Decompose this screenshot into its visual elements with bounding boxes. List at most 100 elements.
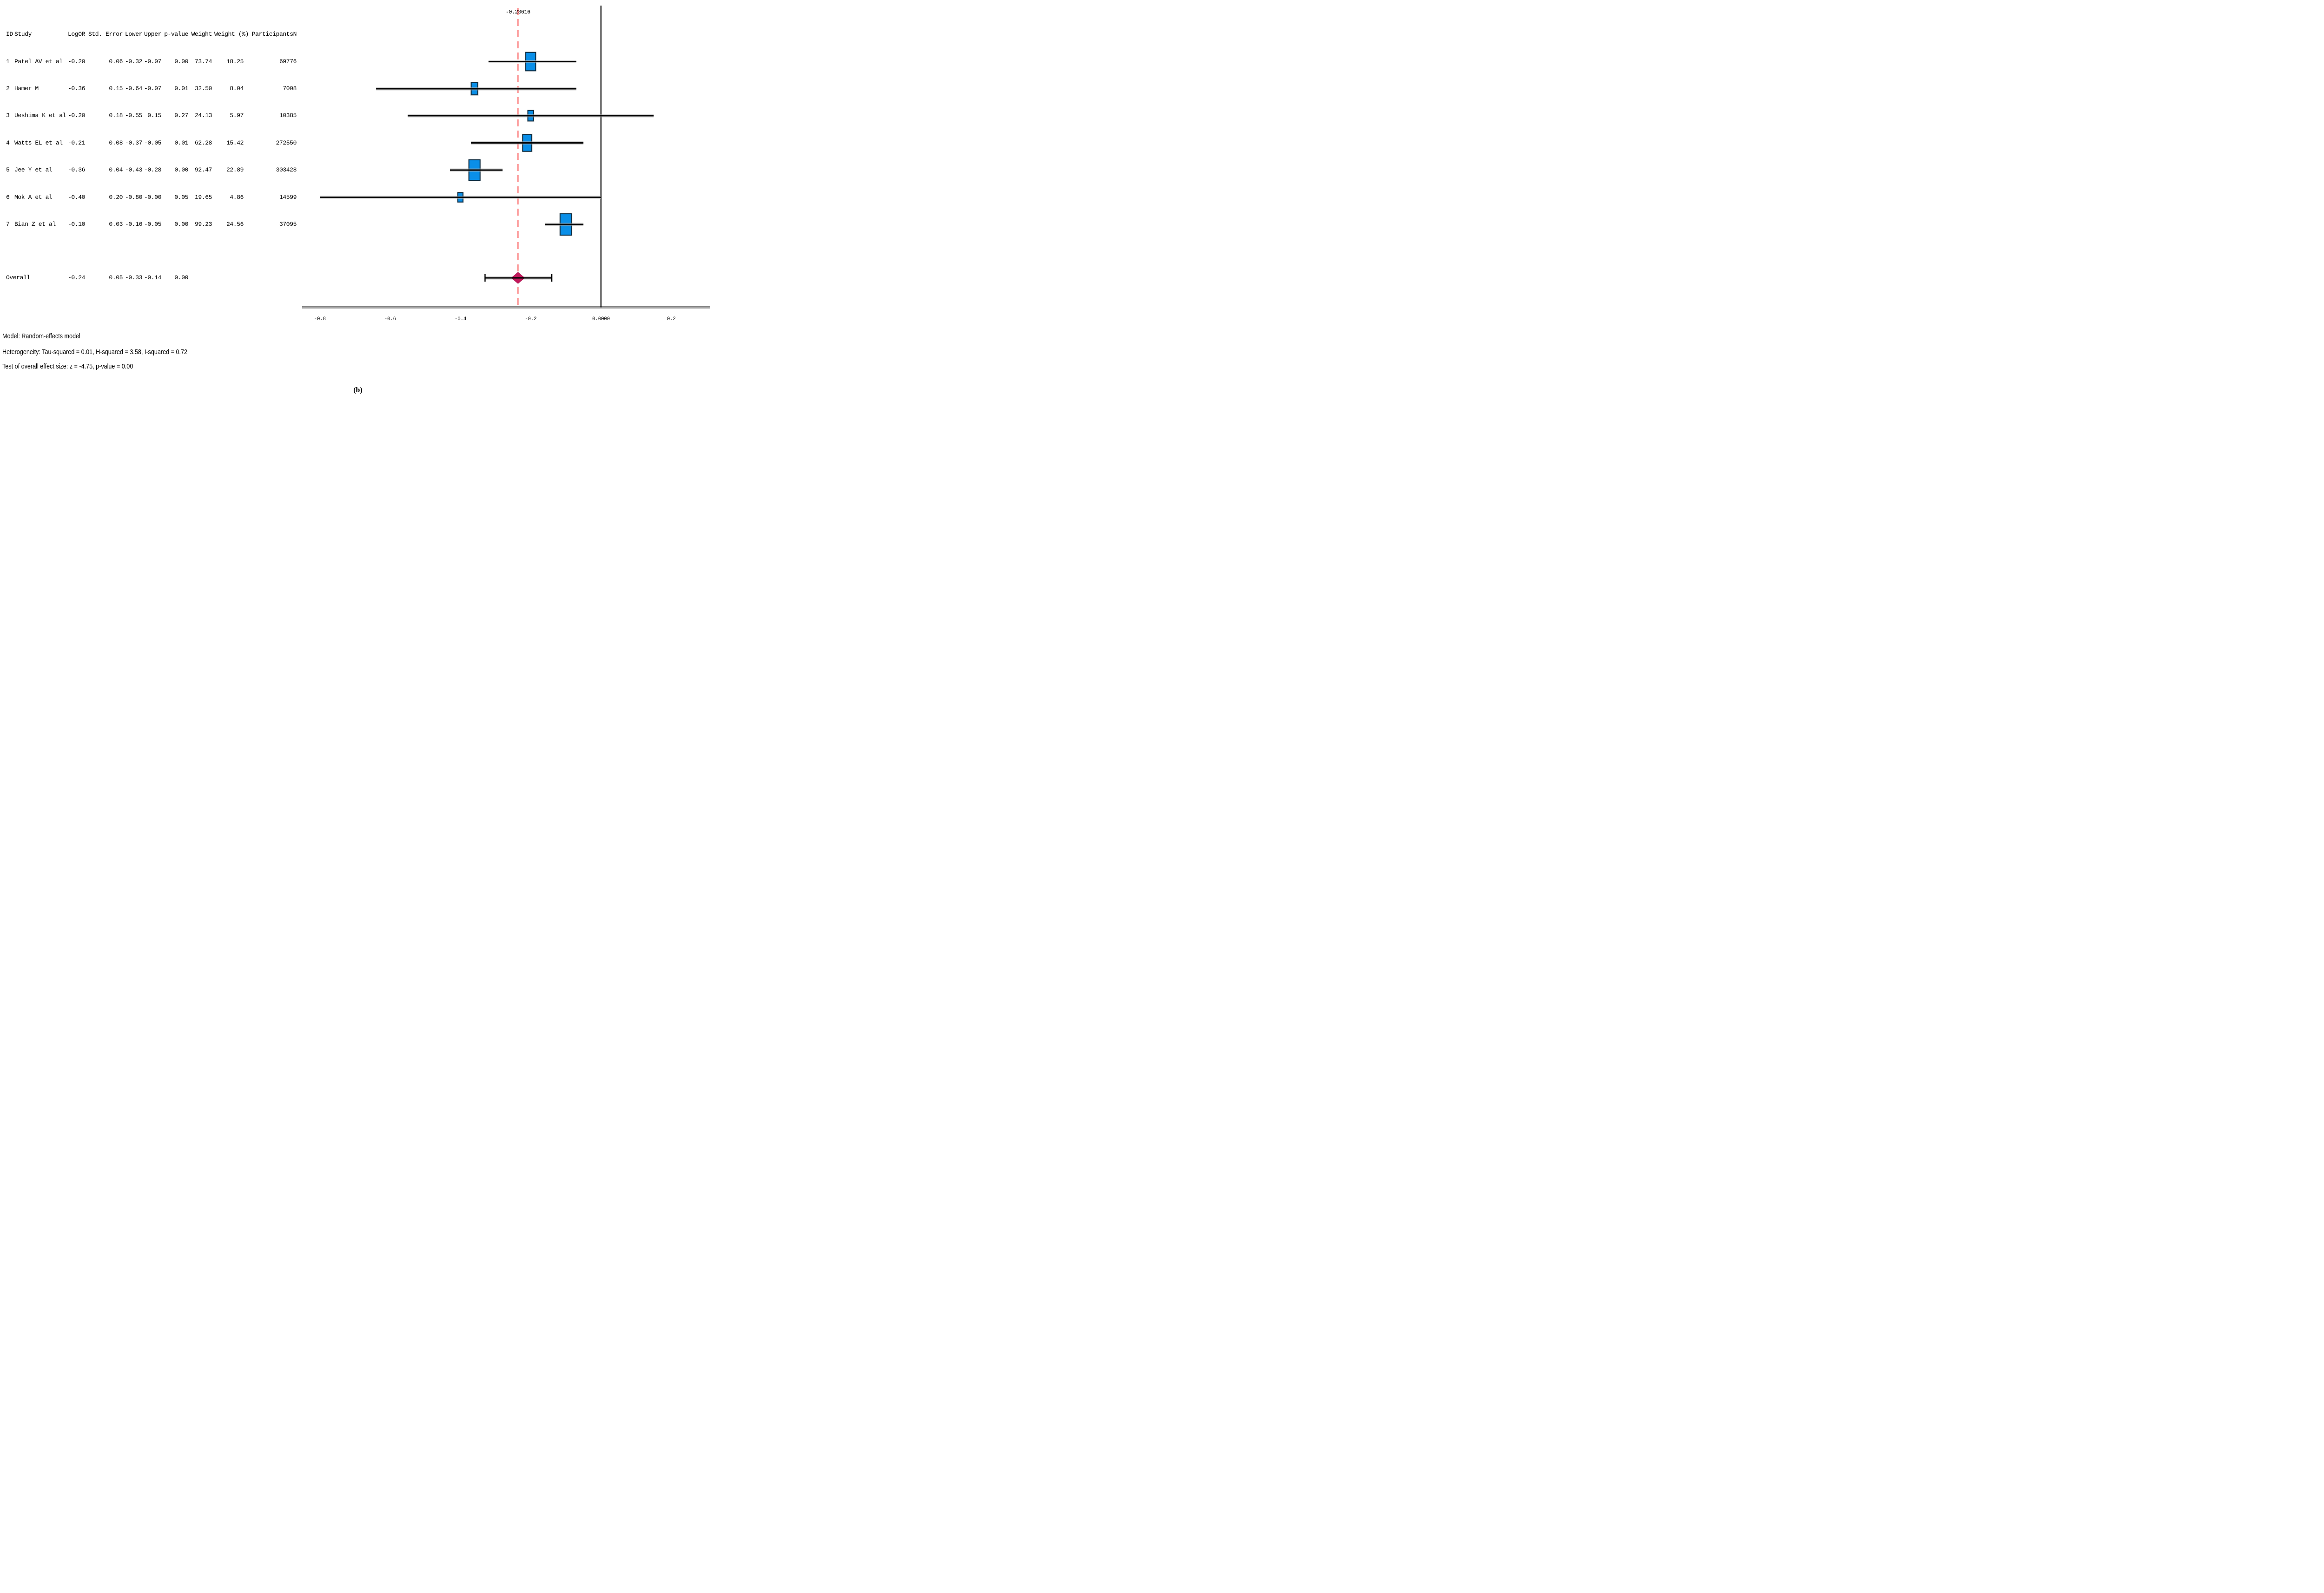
cell-upper-row2: -0.07 <box>144 85 161 92</box>
cell-weight_pct-row4: 15.42 <box>226 139 244 146</box>
cell-participants-row7: 37095 <box>279 221 297 228</box>
cell-weight-row4: 62.28 <box>194 139 212 146</box>
cell-id-row5: 5 <box>6 166 10 173</box>
cell-weight_pct-row7: 24.56 <box>226 221 244 228</box>
cell-id-row7: 7 <box>6 221 10 228</box>
cell-upper-row5: -0.28 <box>144 166 161 173</box>
cell-weight-row5: 92.47 <box>194 166 212 173</box>
cell-lower-overall: -0.33 <box>125 274 142 281</box>
cell-p_value-row7: 0.00 <box>174 221 188 228</box>
forest-plot-figure: -0.8 -0.6 -0.4 -0.2 0.0000 0.2 ID Study LogOR St… <box>0 0 720 398</box>
cell-p_value-row4: 0.01 <box>174 139 188 146</box>
cell-std_error-row3: 0.18 <box>109 112 123 119</box>
cell-lower-row1: -0.32 <box>125 58 142 65</box>
cell-study-row5: Jee Y et al <box>14 166 53 173</box>
cell-p_value-row3: 0.27 <box>174 112 188 119</box>
heterogeneity-annotation: Heterogeneity: Tau-squared = 0.01, H-squ… <box>2 348 187 356</box>
cell-upper-row7: -0.05 <box>144 221 161 228</box>
col-header-p_value: p-value <box>164 31 188 38</box>
cell-std_error-row5: 0.04 <box>109 166 123 173</box>
cell-weight-row3: 24.13 <box>194 112 212 119</box>
forest-plot-canvas: -0.8 -0.6 -0.4 -0.2 0.0000 0.2 <box>302 6 710 322</box>
cell-lower-row6: -0.80 <box>125 193 142 201</box>
cell-upper-row1: -0.07 <box>144 58 161 65</box>
cell-upper-overall: -0.14 <box>144 274 161 281</box>
subfigure-caption: (b) <box>353 386 363 394</box>
cell-id-row1: 1 <box>6 58 10 65</box>
cell-study-row2: Hamer M <box>14 85 39 92</box>
cell-logor-row2: -0.36 <box>68 85 86 92</box>
x-tick-label-0.0000: 0.0000 <box>592 316 610 322</box>
cell-weight_pct-row2: 8.04 <box>230 85 244 92</box>
x-tick-label--0.8: -0.8 <box>314 316 326 322</box>
col-header-weight: Weight <box>191 31 212 38</box>
cell-upper-row3: 0.15 <box>147 112 161 119</box>
cell-id-row6: 6 <box>6 193 10 201</box>
cell-weight-row7: 99.23 <box>194 221 212 228</box>
cell-p_value-overall: 0.00 <box>174 274 188 281</box>
cell-logor-row5: -0.36 <box>68 166 86 173</box>
cell-participants-row6: 14599 <box>279 193 297 201</box>
cell-logor-row7: -0.10 <box>68 221 86 228</box>
cell-std_error-row6: 0.20 <box>109 193 123 201</box>
cell-p_value-row6: 0.05 <box>174 193 188 201</box>
col-header-std_error: Std. Error <box>88 31 123 38</box>
col-header-upper: Upper <box>144 31 161 38</box>
cell-weight_pct-row6: 4.86 <box>230 193 244 201</box>
cell-participants-row3: 10385 <box>279 112 297 119</box>
cell-study-row3: Ueshima K et al <box>14 112 66 119</box>
cell-lower-row3: -0.55 <box>125 112 142 119</box>
cell-participants-row2: 7008 <box>283 85 297 92</box>
cell-logor-row3: -0.20 <box>68 112 86 119</box>
cell-p_value-row1: 0.00 <box>174 58 188 65</box>
cell-id-row2: 2 <box>6 85 10 92</box>
cell-lower-row7: -0.16 <box>125 221 142 228</box>
col-header-weight_pct: Weight (%) <box>214 31 249 38</box>
cell-lower-row2: -0.64 <box>125 85 142 92</box>
cell-std_error-overall: 0.05 <box>109 274 123 281</box>
cell-p_value-row2: 0.01 <box>174 85 188 92</box>
cell-weight-row6: 19.65 <box>194 193 212 201</box>
x-tick-label-0.2: 0.2 <box>667 316 676 322</box>
cell-id-row4: 4 <box>6 139 10 146</box>
x-axis-bar-shadow <box>302 307 710 309</box>
col-header-study: Study <box>14 31 32 38</box>
cell-std_error-row4: 0.08 <box>109 139 123 146</box>
col-header-participants: ParticipantsN <box>251 31 297 38</box>
cell-weight-row1: 73.74 <box>194 58 212 65</box>
cell-logor-overall: -0.24 <box>68 274 86 281</box>
x-axis-bar <box>302 306 710 308</box>
cell-id-row3: 3 <box>6 112 10 119</box>
pooled-estimate-label: -0.23616 <box>506 9 530 15</box>
cell-std_error-row1: 0.06 <box>109 58 123 65</box>
cell-weight_pct-row3: 5.97 <box>230 112 244 119</box>
cell-std_error-row2: 0.15 <box>109 85 123 92</box>
cell-lower-row4: -0.37 <box>125 139 142 146</box>
cell-logor-row1: -0.20 <box>68 58 86 65</box>
cell-overall-label: Overall <box>6 274 30 281</box>
col-header-lower: Lower <box>125 31 142 38</box>
col-header-logor: LogOR <box>68 31 86 38</box>
cell-participants-row4: 272550 <box>276 139 297 146</box>
cell-weight_pct-row1: 18.25 <box>226 58 244 65</box>
cell-upper-row6: -0.00 <box>144 193 161 201</box>
cell-weight-row2: 32.50 <box>194 85 212 92</box>
cell-logor-row4: -0.21 <box>68 139 86 146</box>
cell-p_value-row5: 0.00 <box>174 166 188 173</box>
cell-lower-row5: -0.43 <box>125 166 142 173</box>
cell-study-row6: Mok A et al <box>14 193 53 201</box>
cell-participants-row1: 69776 <box>279 58 297 65</box>
cell-upper-row4: -0.05 <box>144 139 161 146</box>
cell-logor-row6: -0.40 <box>68 193 86 201</box>
overall-effect-annotation: Test of overall effect size: z = -4.75, … <box>2 362 133 370</box>
cell-weight_pct-row5: 22.89 <box>226 166 244 173</box>
cell-participants-row5: 303428 <box>276 166 297 173</box>
cell-study-row4: Watts EL et al <box>14 139 63 146</box>
col-header-id: ID <box>6 31 13 38</box>
cell-study-row1: Patel AV et al <box>14 58 63 65</box>
x-tick-label--0.4: -0.4 <box>455 316 467 322</box>
x-tick-label--0.2: -0.2 <box>525 316 536 322</box>
cell-study-row7: Bian Z et al <box>14 221 56 228</box>
cell-std_error-row7: 0.03 <box>109 221 123 228</box>
model-annotation: Model: Random-effects model <box>2 332 80 340</box>
